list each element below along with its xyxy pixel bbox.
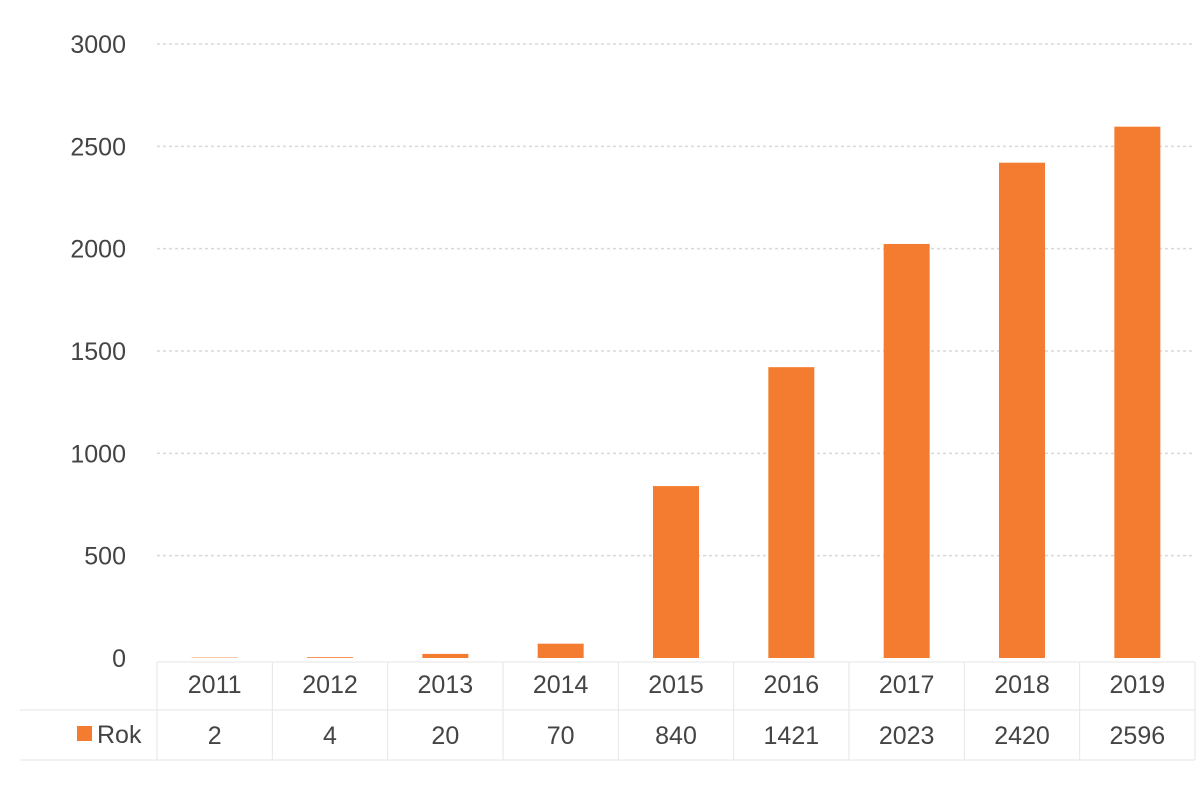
data-label: 840 (655, 722, 697, 750)
data-label: 2420 (994, 722, 1050, 750)
y-axis-tick-labels: 0 500 1000 1500 2000 2500 3000 (70, 31, 126, 673)
bar-2017 (884, 244, 930, 658)
x-tick-label: 2012 (302, 671, 358, 699)
y-tick-label: 500 (84, 543, 126, 571)
y-tick-label: 1500 (70, 338, 126, 366)
data-label: 4 (323, 722, 337, 750)
data-label: 1421 (764, 722, 820, 750)
x-tick-label: 2016 (764, 671, 820, 699)
y-tick-label: 0 (112, 645, 126, 673)
data-label: 20 (431, 722, 459, 750)
data-label: 70 (547, 722, 575, 750)
bar-2019 (1114, 127, 1160, 658)
bar-2014 (538, 644, 584, 658)
y-tick-label: 3000 (70, 31, 126, 59)
legend-swatch (77, 726, 92, 741)
bar-2013 (422, 654, 468, 658)
x-tick-label: 2017 (879, 671, 935, 699)
data-label: 2023 (879, 722, 935, 750)
bar-2012 (307, 657, 353, 658)
y-tick-label: 1000 (70, 440, 126, 468)
y-tick-label: 2000 (70, 236, 126, 264)
x-tick-label: 2018 (994, 671, 1050, 699)
x-tick-label: 2013 (418, 671, 474, 699)
x-tick-label: 2011 (188, 671, 242, 699)
x-tick-label: 2014 (533, 671, 589, 699)
legend-label: Rok (97, 721, 142, 749)
bars (192, 127, 1161, 658)
x-tick-label: 2019 (1110, 671, 1166, 699)
bar-2015 (653, 486, 699, 658)
x-tick-label: 2015 (648, 671, 704, 699)
y-tick-label: 2500 (70, 133, 126, 161)
bar-2018 (999, 163, 1045, 658)
data-table: 2011 2 2012 4 2013 20 2014 70 2015 840 2016 1421 201… (20, 662, 1195, 760)
data-label: 2 (208, 722, 222, 750)
data-label: 2596 (1110, 722, 1166, 750)
bar-2016 (768, 367, 814, 658)
